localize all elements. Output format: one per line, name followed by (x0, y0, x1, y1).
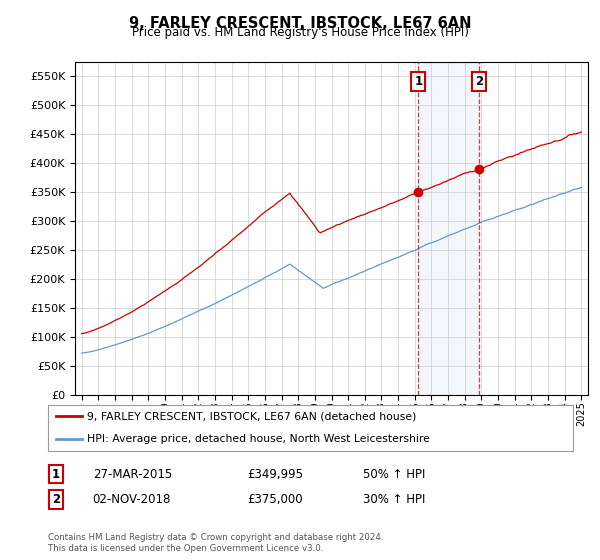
Text: 30% ↑ HPI: 30% ↑ HPI (363, 493, 425, 506)
Text: £375,000: £375,000 (248, 493, 303, 506)
Text: 1: 1 (415, 75, 422, 88)
Text: 02-NOV-2018: 02-NOV-2018 (92, 493, 171, 506)
Text: 9, FARLEY CRESCENT, IBSTOCK, LE67 6AN (detached house): 9, FARLEY CRESCENT, IBSTOCK, LE67 6AN (d… (88, 412, 417, 421)
Text: 2: 2 (475, 75, 483, 88)
Text: Price paid vs. HM Land Registry's House Price Index (HPI): Price paid vs. HM Land Registry's House … (131, 26, 469, 39)
Text: 2: 2 (52, 493, 60, 506)
Bar (418, 62, 479, 395)
Text: 9, FARLEY CRESCENT, IBSTOCK, LE67 6AN: 9, FARLEY CRESCENT, IBSTOCK, LE67 6AN (129, 16, 471, 31)
Text: 27-MAR-2015: 27-MAR-2015 (92, 468, 172, 480)
Text: £349,995: £349,995 (248, 468, 304, 480)
Text: HPI: Average price, detached house, North West Leicestershire: HPI: Average price, detached house, Nort… (88, 435, 430, 444)
Text: 50% ↑ HPI: 50% ↑ HPI (363, 468, 425, 480)
Text: Contains HM Land Registry data © Crown copyright and database right 2024.
This d: Contains HM Land Registry data © Crown c… (48, 533, 383, 553)
Text: 1: 1 (52, 468, 60, 480)
